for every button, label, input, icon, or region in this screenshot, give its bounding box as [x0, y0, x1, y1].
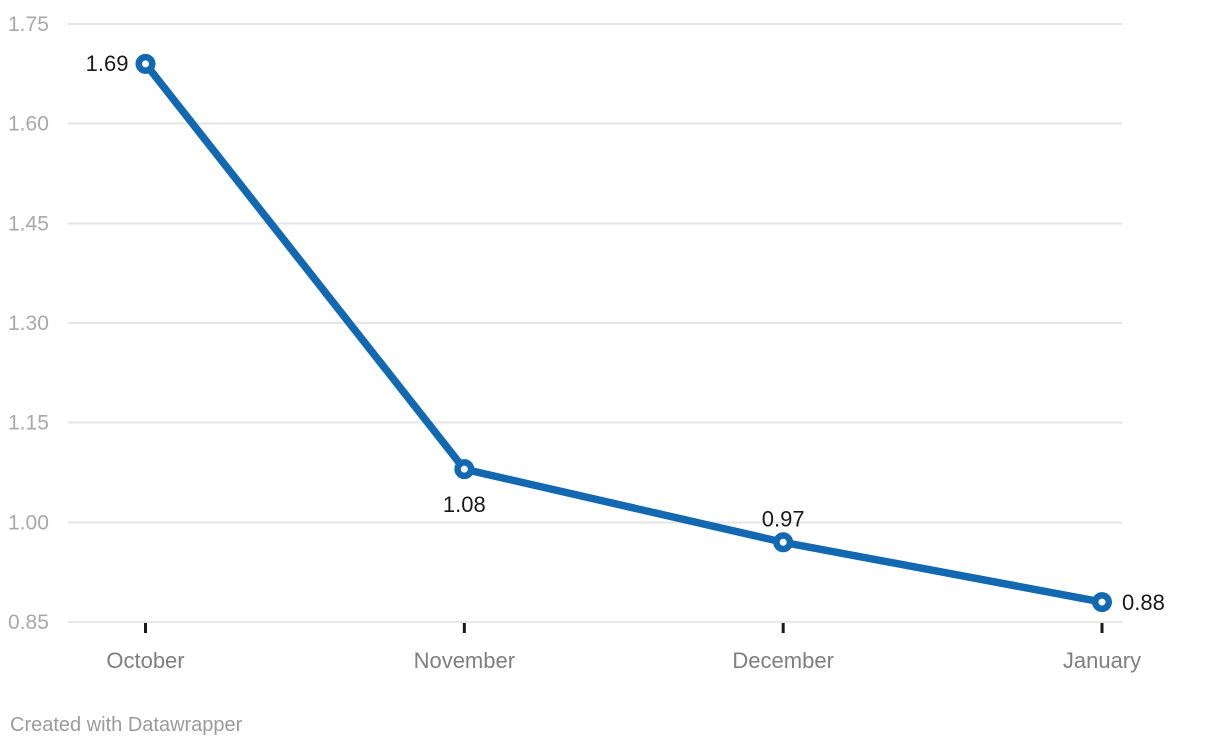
data-point-marker — [135, 53, 156, 74]
x-axis-label: December — [732, 648, 833, 673]
data-point-label: 1.08 — [443, 492, 486, 517]
data-point-marker — [1092, 592, 1112, 613]
y-axis-label: 1.15 — [8, 412, 49, 435]
y-axis-label: 1.60 — [8, 113, 49, 136]
y-axis-label: 1.45 — [8, 212, 49, 235]
datawrapper-credit-link[interactable]: Created with Datawrapper — [10, 714, 243, 736]
data-point-label: 1.69 — [86, 51, 129, 76]
data-line — [141, 60, 1106, 606]
x-axis-label: January — [1063, 648, 1141, 673]
y-axis-label: 1.00 — [8, 511, 49, 534]
data-point-label: 0.88 — [1122, 590, 1165, 615]
x-axis-label: October — [106, 648, 184, 673]
y-axis-label: 0.85 — [8, 611, 49, 634]
x-axis-label: November — [414, 648, 515, 673]
y-axis-label: 1.30 — [8, 312, 49, 335]
data-point-marker — [773, 532, 794, 553]
y-axis-label: 1.75 — [8, 13, 49, 36]
data-point-marker — [454, 459, 475, 480]
data-point-label: 0.97 — [762, 506, 805, 531]
